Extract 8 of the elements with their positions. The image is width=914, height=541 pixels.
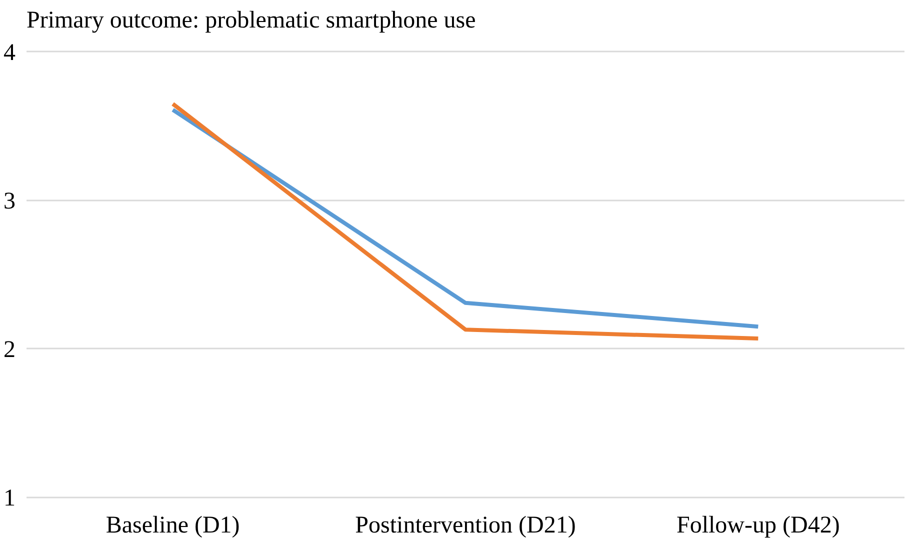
x-tick-label: Postintervention (D21) [355, 512, 576, 538]
x-tick-label: Baseline (D1) [106, 512, 240, 538]
x-tick-label: Follow-up (D42) [676, 512, 840, 538]
chart-title: Primary outcome: problematic smartphone use [26, 8, 476, 34]
y-tick-label: 4 [4, 40, 16, 66]
y-tick-label: 3 [4, 188, 16, 214]
y-tick-label: 2 [4, 336, 16, 363]
y-tick-label: 1 [4, 485, 16, 512]
